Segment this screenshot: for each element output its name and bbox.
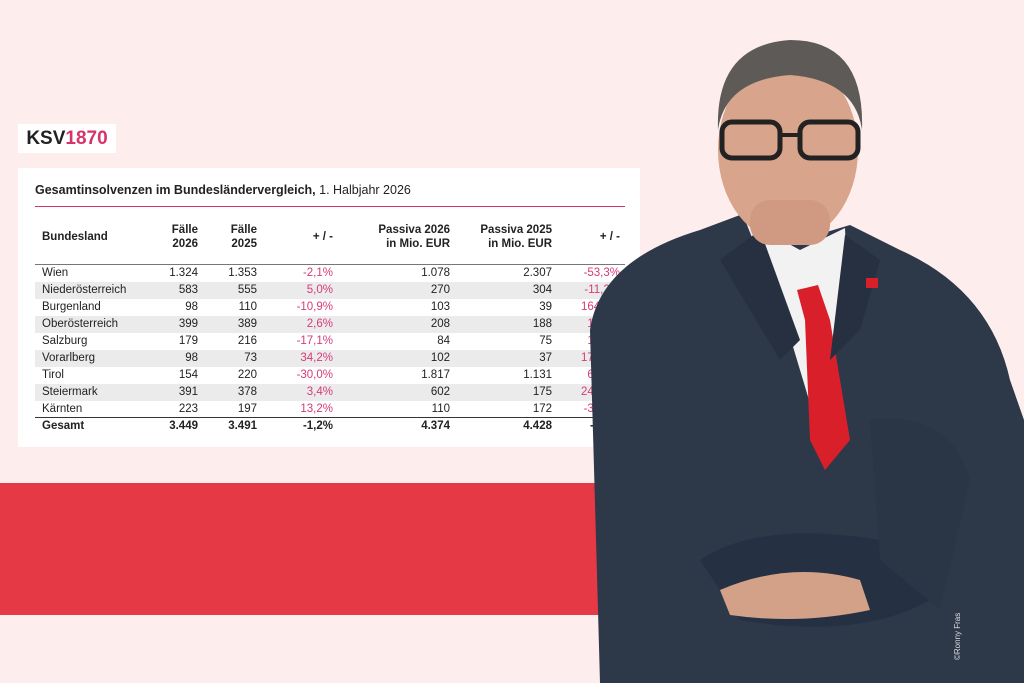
table-cell: 389 [237,318,257,330]
table-cell: -53,3% [583,267,620,279]
table-cell: 13,2% [300,403,333,415]
table-cell: Steiermark [42,386,98,398]
table-cell: -10,9% [296,301,333,313]
row-shade [35,384,625,401]
table-cell: 73 [244,352,257,364]
table-cell: 37 [539,352,552,364]
table-cell: 216 [237,335,257,347]
table-cell: -2,1% [302,267,333,279]
row-shade [35,282,625,299]
table-cell: 98 [185,352,198,364]
table-cell: 2,6% [306,318,333,330]
table-cell: 378 [237,386,257,398]
table-cell: 2.307 [523,267,552,279]
table-cell: 602 [430,386,450,398]
table-cell: 103 [430,301,450,313]
table-cell: Niederösterreich [42,284,127,296]
logo: KSV1870 [18,124,116,153]
table-cell: 1.131 [523,369,552,381]
column-header: + / - [599,231,620,243]
table-panel: Gesamtinsolvenzen im Bundesländerverglei… [18,168,640,447]
row-shade [35,350,625,367]
table-cell: 223 [178,403,198,415]
table-cell: 75 [539,335,552,347]
total-cell: Gesamt [42,420,85,432]
table-cell: 208 [430,318,450,330]
table-cell: 197 [237,403,257,415]
table-cell: 304 [532,284,552,296]
logo-prefix: KSV [26,128,66,149]
table-cell: 1.817 [421,369,450,381]
logo-suffix: 1870 [65,128,108,149]
column-header: Passiva 2025 [480,224,552,236]
column-header: in Mio. EUR [488,238,552,250]
table-cell: Salzburg [42,335,88,347]
table-cell: 39 [539,301,552,313]
column-header: 2026 [172,238,198,250]
table-cell: 84 [437,335,450,347]
title-bold: Gesamtinsolvenzen im Bundesländerverglei… [35,183,316,197]
table-cell: 1.078 [421,267,450,279]
table-cell: 220 [237,369,257,381]
table-cell: 555 [237,284,257,296]
table-cell: -17,1% [296,335,333,347]
table-cell: Oberösterreich [42,318,119,330]
table-cell: Vorarlberg [42,352,96,364]
table-cell: 188 [532,318,552,330]
column-header: Passiva 2026 [378,224,450,236]
column-header: Bundesland [42,231,108,243]
total-cell: 3.491 [228,420,257,432]
column-header: in Mio. EUR [386,238,450,250]
table-cell: 34,2% [300,352,333,364]
table-cell: 175 [532,386,552,398]
table-cell: 1.353 [228,267,257,279]
header-rule [35,264,625,265]
row-shade [35,316,625,333]
table-cell: 154 [178,369,198,381]
table-cell: Kärnten [42,403,83,415]
column-header: 2025 [231,238,257,250]
total-rule [35,417,625,418]
table-cell: 1.324 [169,267,198,279]
table-cell: 391 [178,386,198,398]
table-cell: 583 [178,284,198,296]
column-header: + / - [312,231,333,243]
table-cell: 3,4% [306,386,333,398]
table-cell: Wien [42,267,69,279]
table-cell: 102 [430,352,450,364]
table-cell: 270 [430,284,450,296]
table-cell: 5,0% [306,284,333,296]
table-title: Gesamtinsolvenzen im Bundesländerverglei… [35,183,411,197]
red-band [0,483,660,615]
photo-credit: ©Ronny Fras [953,613,962,660]
total-cell: 4.428 [523,420,552,432]
table-cell: Tirol [42,369,64,381]
table-cell: 179 [178,335,198,347]
table-cell: 110 [431,403,450,415]
table-cell: 110 [238,301,257,313]
title-rest: 1. Halbjahr 2026 [315,183,411,197]
table-cell: -30,0% [296,369,333,381]
table-cell: 172 [532,403,552,415]
column-header: Fälle [230,224,257,236]
column-header: Fälle [171,224,198,236]
table-cell: 98 [185,301,198,313]
title-rule [35,206,625,207]
total-cell: -1,2% [302,420,333,432]
table-cell: 399 [178,318,198,330]
total-cell: 3.449 [169,420,198,432]
total-cell: 4.374 [421,420,450,432]
table-cell: Burgenland [42,301,101,313]
